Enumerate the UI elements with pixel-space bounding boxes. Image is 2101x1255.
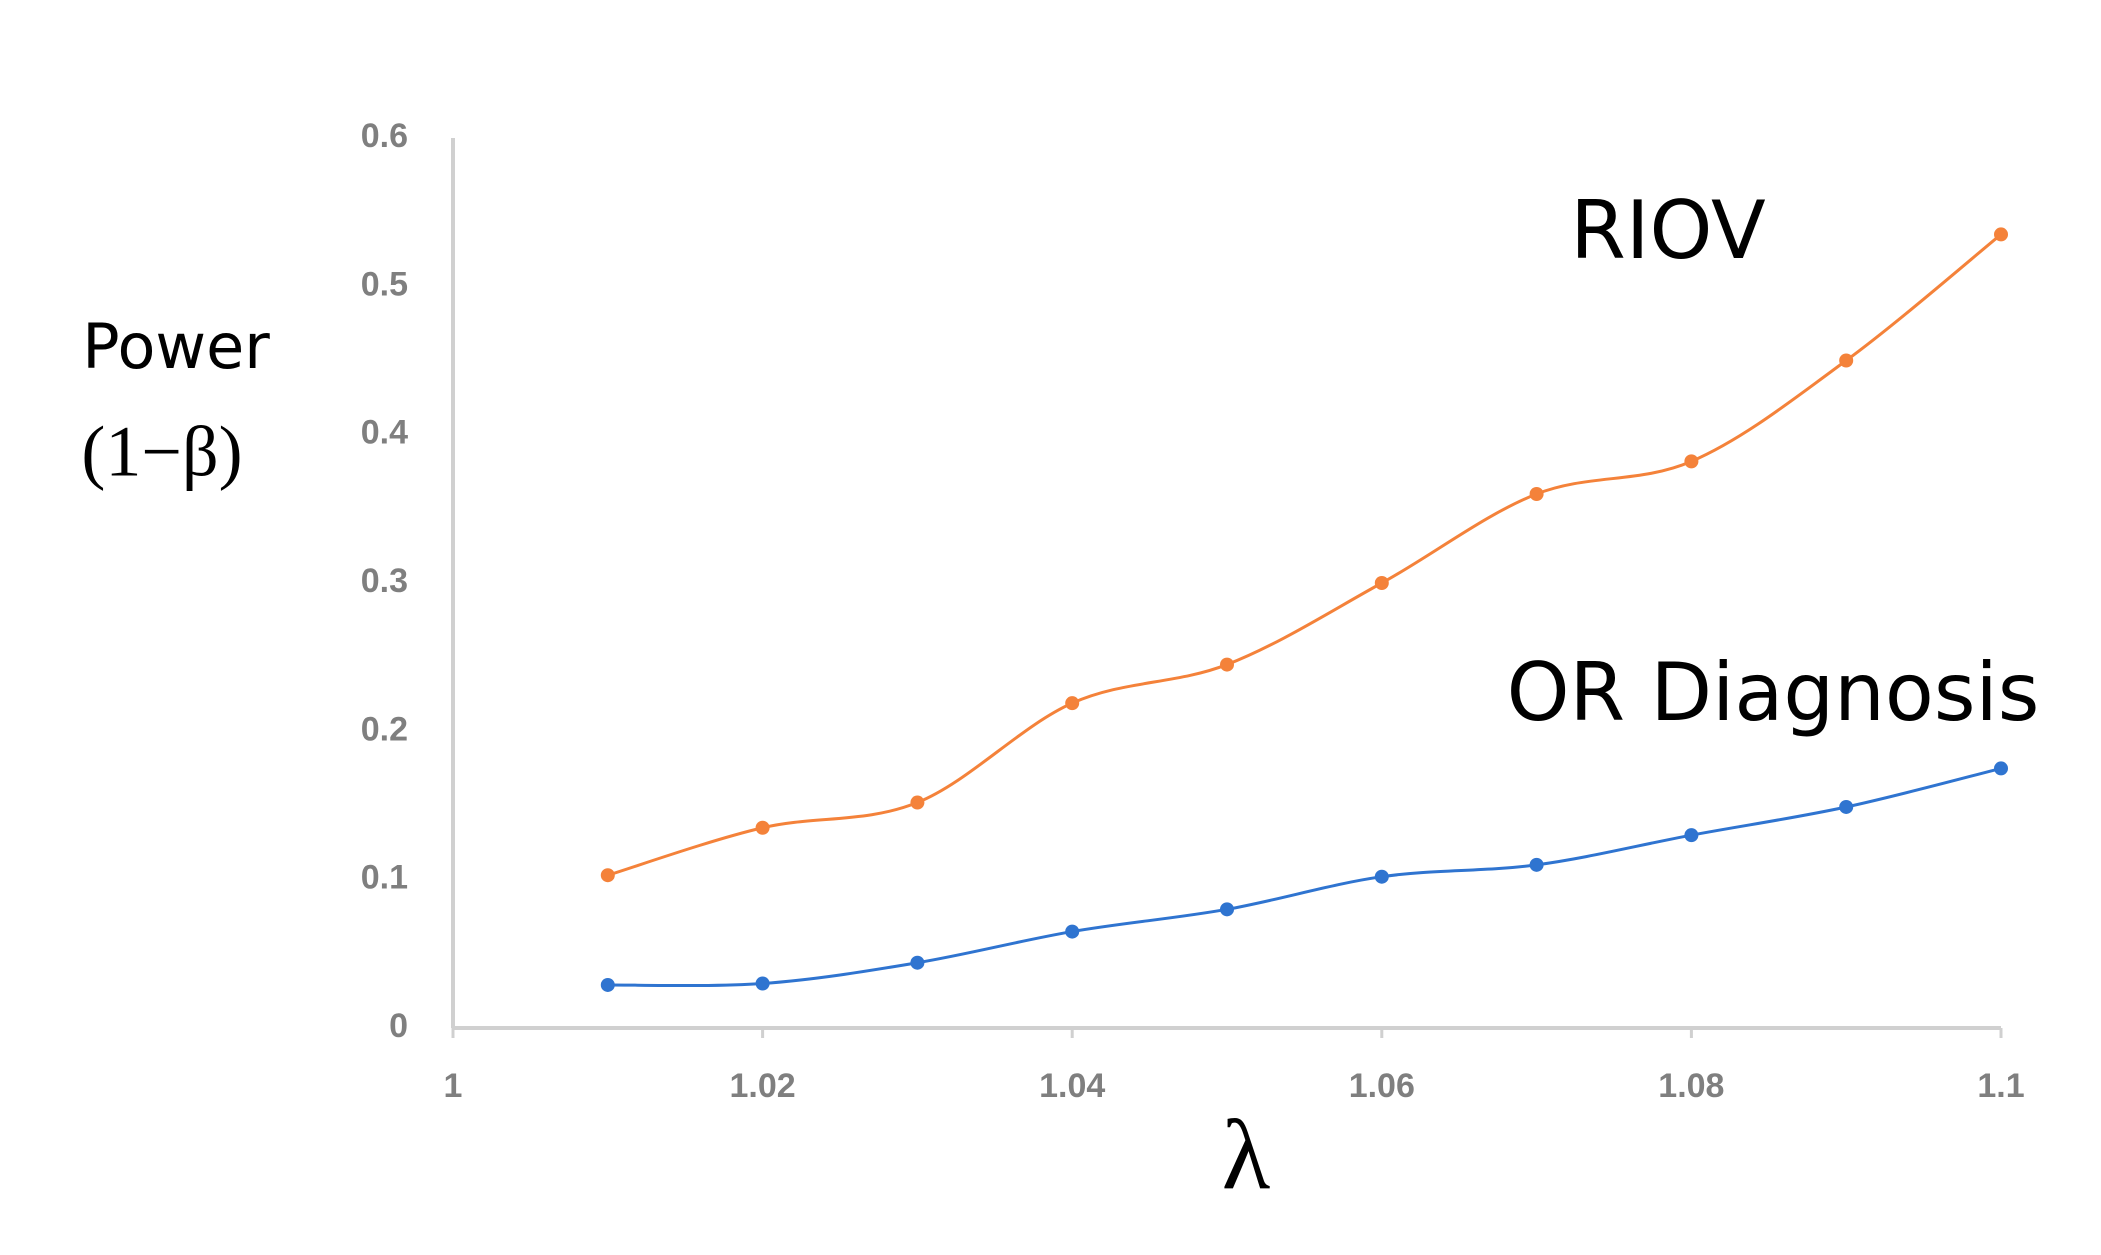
point xyxy=(910,955,925,970)
point xyxy=(910,795,925,810)
y-tick-label: 0.4 xyxy=(361,414,408,452)
point xyxy=(1994,761,2008,776)
series-line xyxy=(607,766,2002,988)
point xyxy=(1684,454,1699,469)
point xyxy=(1220,902,1234,917)
x-axis-label: λ xyxy=(1222,1099,1271,1210)
x-tick-label: 1 xyxy=(444,1067,463,1105)
point xyxy=(1994,227,2008,242)
y-axis-label: (1−β) xyxy=(81,412,242,492)
x-tick-label: 1.08 xyxy=(1658,1067,1724,1105)
point xyxy=(1065,924,1080,939)
point xyxy=(1529,487,1544,501)
point xyxy=(1839,799,1854,814)
x-tick-label: 1.04 xyxy=(1039,1067,1105,1105)
point xyxy=(1684,828,1699,843)
point xyxy=(1065,696,1080,711)
y-tick-label: 0.5 xyxy=(361,265,408,303)
point xyxy=(1374,576,1389,590)
series-label: OR Diagnosis xyxy=(1507,646,2040,739)
point xyxy=(755,976,770,991)
point xyxy=(755,820,770,835)
y-tick-label: 0.3 xyxy=(361,562,408,600)
y-tick-label: 0.1 xyxy=(361,859,408,897)
series-line xyxy=(607,233,2002,877)
point xyxy=(1839,353,1854,368)
point xyxy=(600,868,615,883)
point xyxy=(1529,857,1544,872)
series-label: RIOV xyxy=(1570,184,1766,277)
point xyxy=(1220,657,1234,672)
x-tick-label: 1.02 xyxy=(730,1067,796,1105)
x-tick-label: 1.06 xyxy=(1349,1067,1415,1105)
x-tick-label: 1.1 xyxy=(1977,1067,2024,1105)
point xyxy=(600,977,615,992)
point xyxy=(1374,869,1389,884)
y-tick-label: 0.6 xyxy=(361,117,408,155)
y-axis-label: Power xyxy=(82,310,270,383)
y-tick-label: 0 xyxy=(389,1007,408,1045)
y-tick-label: 0.2 xyxy=(361,710,408,748)
